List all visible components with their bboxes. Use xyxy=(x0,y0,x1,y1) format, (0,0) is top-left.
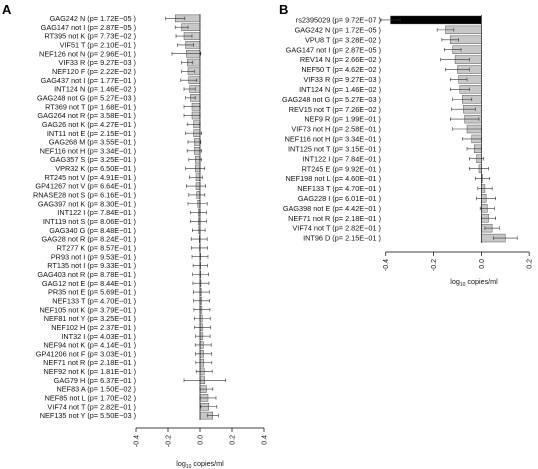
panel-a-category-label: GAG268 M (p= 3.55E−01 ) xyxy=(49,138,136,147)
panel-b-category-label: VPU8 T (p= 3.28E−02 ) xyxy=(305,35,381,44)
panel-a-x-tick-label: -0.4 xyxy=(134,435,141,447)
panel-b-category-label: VIF73 not H (p= 2.58E−01 ) xyxy=(291,125,381,134)
panel-a-category-label: NEF135 not Y (p= 5.50E−03 ) xyxy=(40,411,136,420)
panel-b-x-tick-label: 0.0 xyxy=(479,259,486,269)
panel-b-category-label: INT122 I (p= 7.84E−01 ) xyxy=(302,154,381,163)
panel-b-category-label: rs2395029 (p= 9.72E−07 ) xyxy=(296,16,381,25)
panel-a-category-label: GAG397 not K (p= 8.30E−01 ) xyxy=(38,199,136,208)
panel-b-category-label: GAG398 not E (p= 4.42E−01 ) xyxy=(283,204,381,213)
panel-b-category-label: VIF33 R (p= 9.27E−03 ) xyxy=(304,75,381,84)
panel-a-category-label: NEF120 F (p= 2.22E−02 ) xyxy=(52,67,136,76)
panel-a-category-label: VIF74 not T (p= 2.82E−01 ) xyxy=(47,402,136,411)
panel-b-label: B xyxy=(279,2,288,17)
panel-a-x-tick-label: 0.4 xyxy=(262,435,269,445)
panel-b-category-label: RT245 E (p= 9.92E−01 ) xyxy=(302,164,381,173)
panel-a-category-label: GAG340 G (p= 8.48E−01 ) xyxy=(49,226,136,235)
panel-a-category-label: RT135 not I (p= 9.33E−01 ) xyxy=(47,261,136,270)
panel-b-category-label: NEF50 T (p= 4.62E−02 ) xyxy=(301,65,381,74)
panel-a-category-label: GAG242 N (p= 1.72E−05 ) xyxy=(50,14,136,23)
panel-a-category-label: RT245 not V (p= 4.91E−01 ) xyxy=(44,173,136,182)
panel-b-chart: B log10 copies/ml rs2395029 (p= 9.72E−07… xyxy=(279,2,534,288)
panel-a-category-label: INT119 not S (p= 8.06E−01 ) xyxy=(43,217,136,226)
panel-b-category-label: INT96 D (p= 2.15E−01 ) xyxy=(303,234,381,243)
panel-a-category-label: NEF81 not Y (p= 3.25E−01 ) xyxy=(44,314,136,323)
panel-a-category-label: GAG248 not G (p= 5.27E−03 ) xyxy=(37,93,136,102)
panel-a-category-label: GAG28 not R (p= 8.24E−01 ) xyxy=(41,235,136,244)
panel-a-x-tick-label: 0.0 xyxy=(198,435,205,445)
panel-a-category-label: NEF83 A (p= 1.50E−02 ) xyxy=(56,385,136,394)
panel-b-x-axis-label: log10 copies/ml xyxy=(450,277,498,288)
panel-a-category-label: VIF33 R (p= 9.27E−03 ) xyxy=(59,58,136,67)
panel-a-category-label: NEF105 not K (p= 3.79E−01 ) xyxy=(39,305,136,314)
panel-a-category-label: GAG79 H (p= 6.37E−01 ) xyxy=(54,376,136,385)
panel-b-x-tick-label: -0.2 xyxy=(431,259,438,271)
panel-a-category-label: PR93 not I (p= 9.53E−01 ) xyxy=(51,252,136,261)
panel-b-category-label: INT124 N (p= 1.46E−02 ) xyxy=(299,85,381,94)
panel-a-category-label: VIF51 T (p= 2.10E−01 ) xyxy=(60,40,136,49)
panel-a-category-label: GAG12 not E (p= 8.44E−01 ) xyxy=(42,279,136,288)
panel-b-category-label: REV15 not T (p= 7.26E−02 ) xyxy=(289,105,381,114)
panel-a-category-label: INT32 I (p= 4.03E−01 ) xyxy=(61,332,136,341)
panel-a-category-label: RT369 not T (p= 1.68E−01 ) xyxy=(45,102,136,111)
panel-a-category-label: INT122 I (p= 7.84E−01 ) xyxy=(57,208,136,217)
panel-a-category-label: GP41206 not F (p= 3.03E−01 ) xyxy=(36,349,136,358)
panel-b-category-label: GAG248 not G (p= 5.27E−03 ) xyxy=(282,95,381,104)
panel-a-category-label: NEF133 T (p= 4.70E−01 ) xyxy=(52,296,136,305)
panel-a-category-label: GP41267 not V (p= 6.64E−01 ) xyxy=(35,182,136,191)
panel-b-category-label: GAG147 not I (p= 2.87E−05 ) xyxy=(286,45,381,54)
panel-a-category-label: NEF85 not L (p= 1.70E−02 ) xyxy=(45,394,136,403)
panel-a-label: A xyxy=(2,2,12,17)
panel-a-category-label: GAG403 not R (p= 8.78E−01 ) xyxy=(37,270,136,279)
panel-a-category-label: GAG264 not R (p= 3.58E−01 ) xyxy=(37,111,136,120)
panel-a-category-label: RNASE28 not S (p= 6.16E−01 ) xyxy=(33,191,136,200)
panel-a-category-label: GAG357 S (p= 3.25E−01 ) xyxy=(50,155,136,164)
panel-b-bar xyxy=(390,15,482,25)
panel-b-category-label: NEF116 not H (p= 3.34E−01 ) xyxy=(285,135,381,144)
panel-b-x-tick-label: 0.2 xyxy=(527,259,534,269)
panel-b-x-tick-label: -0.4 xyxy=(383,259,390,271)
panel-a-category-label: GAG26 not K (p= 4.27E−01 ) xyxy=(42,120,136,129)
panel-a-category-label: PR35 not E (p= 5.69E−01 ) xyxy=(48,288,136,297)
panel-a-x-axis-label: log10 copies/ml xyxy=(176,459,224,469)
panel-a-category-label: NEF94 not K (p= 4.14E−01 ) xyxy=(44,341,136,350)
panel-a-chart: A log10 copies/ml GAG242 N (p= 1.72E−05 … xyxy=(2,2,269,469)
panel-a-x-tick-label: -0.2 xyxy=(166,435,173,447)
panel-a-category-label: NEF102 H (p= 2.37E−01 ) xyxy=(51,323,136,332)
panel-b-category-label: INT125 not T (p= 3.15E−01 ) xyxy=(288,144,381,153)
panel-a-category-label: GAG147 not I (p= 2.87E−05 ) xyxy=(41,23,136,32)
panel-a-category-label: VPR32 K (p= 6.50E−01 ) xyxy=(55,164,136,173)
panel-b-category-label: GAG242 N (p= 1.72E−05 ) xyxy=(295,25,381,34)
panel-a-category-label: RT395 not K (p= 7.73E−02 ) xyxy=(44,32,136,41)
panel-a-category-label: NEF92 not K (p= 1.81E−01 ) xyxy=(44,367,136,376)
panel-b-category-label: VIF74 not T (p= 2.82E−01 ) xyxy=(292,224,381,233)
panel-a-category-label: INT124 N (p= 1.46E−02 ) xyxy=(54,85,136,94)
panel-a-category-label: INT11 not E (p= 2.15E−01 ) xyxy=(47,129,136,138)
panel-a-category-label: NEF126 not N (p= 2.96E−01 ) xyxy=(39,49,136,58)
panel-b-category-label: NEF198 not L (p= 4.60E−01 ) xyxy=(286,174,381,183)
panel-a-category-label: RT277 K (p= 8.57E−01 ) xyxy=(57,243,136,252)
panel-a-category-label: NEF71 not R (p= 2.18E−01 ) xyxy=(43,358,136,367)
panel-b-category-label: NEF9 R (p= 1.99E−01 ) xyxy=(304,115,381,124)
panel-a-category-label: GAG437 not I (p= 1.77E−01 ) xyxy=(41,76,136,85)
panel-b-category-label: NEF71 not R (p= 2.18E−01 ) xyxy=(288,214,381,223)
panel-a-x-tick-label: 0.2 xyxy=(230,435,237,445)
panel-b-category-label: NEF133 T (p= 4.70E−01 ) xyxy=(297,184,381,193)
panel-b-category-label: GAG228 I (p= 6.01E−01 ) xyxy=(298,194,381,203)
panel-a-category-label: NEF116 not H (p= 3.34E−01 ) xyxy=(40,146,136,155)
panel-b-category-label: REV14 N (p= 2.66E−02 ) xyxy=(300,55,381,64)
